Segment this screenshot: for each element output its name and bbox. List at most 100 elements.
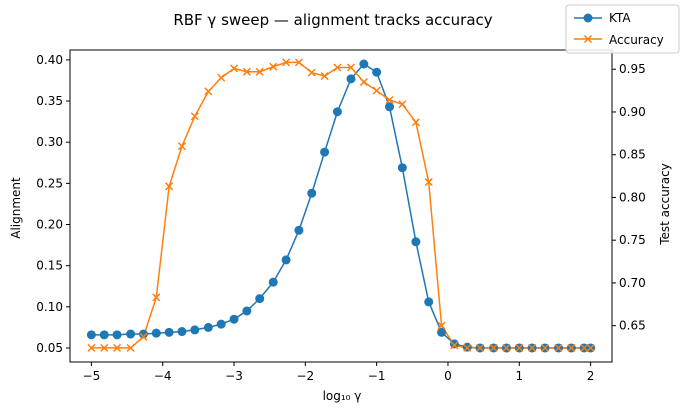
data-point-accuracy — [294, 58, 303, 67]
data-point-kta — [294, 225, 304, 235]
data-point-accuracy — [437, 321, 446, 330]
data-point-kta — [346, 74, 356, 84]
data-point-kta — [372, 67, 382, 77]
y-tick-label: 0.35 — [36, 94, 63, 108]
y-tick-label: 0.20 — [36, 218, 63, 232]
data-point-kta — [411, 237, 421, 247]
data-point-accuracy — [463, 343, 472, 352]
data-point-kta — [437, 327, 447, 337]
data-point-accuracy — [307, 68, 316, 77]
chart-title: RBF γ sweep — alignment tracks accuracy — [173, 11, 492, 29]
data-point-accuracy — [242, 67, 251, 76]
data-point-accuracy — [229, 64, 239, 73]
y-axis-left: 0.05 0.10 0.15 0.20 0.25 0.30 0.35 0.40 — [36, 53, 70, 355]
data-point-accuracy — [204, 87, 213, 96]
plot-frame — [69, 49, 613, 363]
data-point-kta — [203, 322, 213, 332]
legend-kta-marker — [583, 13, 593, 23]
y-tick-label: 0.25 — [36, 176, 63, 190]
legend-accuracy-label: Accuracy — [609, 33, 664, 47]
data-point-accuracy — [282, 58, 291, 67]
y-axis-label: Alignment — [9, 177, 23, 239]
data-point-accuracy — [385, 95, 394, 105]
y-tick-label: 0.30 — [36, 135, 63, 149]
data-point-kta — [320, 147, 330, 157]
data-point-kta — [332, 107, 342, 117]
data-point-accuracy — [502, 343, 511, 352]
x-tick-label: −3 — [225, 369, 243, 383]
data-point-kta — [86, 330, 96, 340]
data-point-accuracy — [165, 182, 174, 191]
x-tick-label: 2 — [587, 369, 595, 383]
x-tick-label: −2 — [296, 369, 314, 383]
y2-tick-label: 0.80 — [619, 190, 646, 204]
data-point-kta — [99, 330, 109, 340]
y2-tick-label: 0.65 — [619, 319, 646, 333]
x-tick-label: −4 — [154, 369, 172, 383]
legend-accuracy-marker — [583, 34, 593, 44]
data-point-kta — [229, 314, 239, 324]
data-point-accuracy — [269, 62, 278, 71]
data-point-accuracy — [217, 73, 226, 82]
x-tick-label: 1 — [515, 369, 523, 383]
y-tick-label: 0.05 — [36, 341, 63, 355]
y2-tick-label: 0.90 — [619, 105, 646, 119]
x-tick-label: −5 — [83, 369, 101, 383]
y-tick-label: 0.40 — [36, 53, 63, 67]
data-point-kta — [112, 330, 122, 340]
data-point-accuracy — [113, 343, 122, 352]
data-point-accuracy — [489, 343, 498, 352]
data-point-accuracy — [100, 343, 109, 352]
data-point-accuracy — [152, 293, 161, 302]
data-point-accuracy — [126, 343, 135, 352]
data-point-kta — [151, 328, 161, 338]
x-axis: −5 −4 −3 −2 −1 0 1 2 — [83, 362, 595, 383]
x-axis-label: log₁₀ γ — [323, 389, 362, 403]
data-point-kta — [164, 327, 174, 337]
data-point-accuracy — [333, 63, 342, 72]
data-point-accuracy — [411, 118, 420, 127]
legend-box — [565, 4, 680, 54]
data-point-kta — [359, 59, 369, 69]
data-point-kta — [255, 294, 265, 304]
x-tick-label: −1 — [368, 369, 386, 383]
series-markers — [86, 58, 596, 353]
data-point-accuracy — [567, 343, 576, 352]
data-point-accuracy — [87, 343, 96, 352]
y-tick-label: 0.15 — [36, 259, 63, 273]
data-point-accuracy — [476, 343, 485, 352]
y2-tick-label: 0.70 — [619, 276, 646, 290]
data-point-kta — [384, 102, 394, 112]
data-point-accuracy — [398, 100, 407, 109]
data-point-kta — [281, 255, 291, 265]
series-line-accuracy — [91, 61, 591, 349]
data-point-kta — [424, 297, 434, 307]
data-point-accuracy — [424, 178, 433, 187]
data-point-accuracy — [540, 343, 549, 352]
y2-tick-label: 0.85 — [619, 148, 646, 162]
x-tick-label: 0 — [444, 369, 452, 383]
data-point-kta — [177, 327, 187, 337]
y2-tick-label: 0.95 — [619, 62, 646, 76]
data-point-kta — [307, 188, 317, 198]
data-point-accuracy — [580, 343, 589, 352]
data-point-kta — [397, 163, 407, 173]
y2-axis-label: Test accuracy — [658, 163, 672, 246]
data-point-accuracy — [528, 343, 537, 352]
data-point-kta — [268, 277, 278, 287]
data-point-kta — [138, 329, 148, 339]
data-point-accuracy — [359, 78, 368, 87]
y-axis-right: 0.65 0.70 0.75 0.80 0.85 0.90 0.95 — [612, 62, 646, 333]
data-point-kta — [216, 319, 226, 329]
data-point-kta — [190, 325, 200, 335]
data-point-accuracy — [450, 341, 459, 350]
data-point-kta — [242, 306, 252, 316]
series-lines — [91, 61, 591, 349]
legend-kta-label: KTA — [609, 11, 631, 25]
data-point-accuracy — [554, 343, 563, 352]
data-point-accuracy — [190, 112, 199, 121]
data-point-accuracy — [255, 67, 264, 76]
data-point-accuracy — [346, 63, 356, 72]
y2-tick-label: 0.75 — [619, 233, 646, 247]
